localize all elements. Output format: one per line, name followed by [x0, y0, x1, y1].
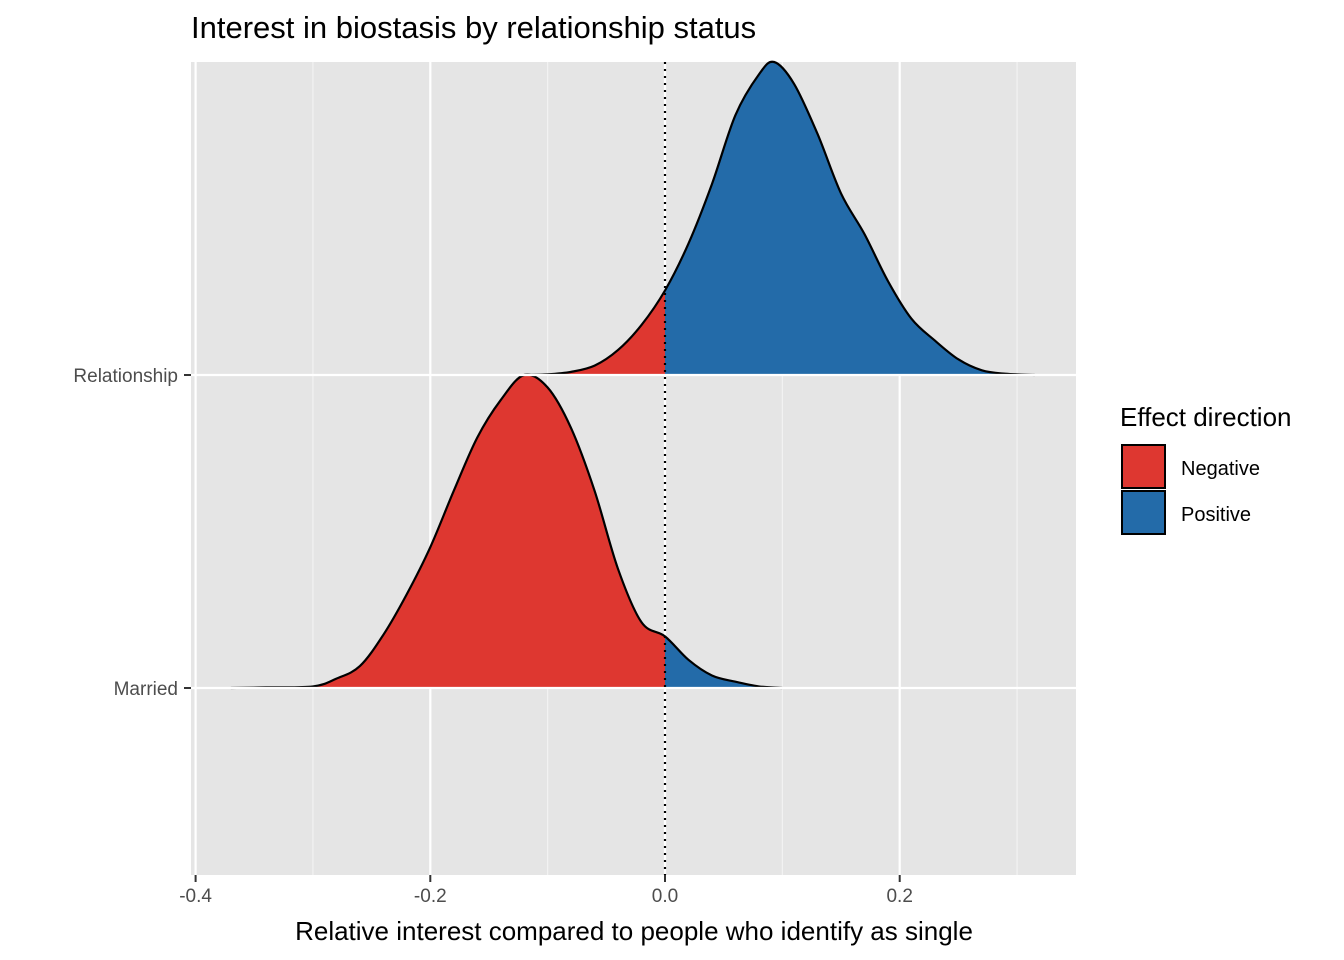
plot-panel	[191, 62, 1076, 875]
y-axis: Married Relationship	[73, 366, 191, 700]
legend: Effect direction Negative Positive	[1120, 402, 1292, 535]
legend-swatch	[1121, 444, 1166, 489]
legend-item-positive: Positive	[1121, 490, 1251, 535]
legend-label: Negative	[1181, 458, 1260, 480]
x-axis: -0.4 -0.2 0.0 0.2	[179, 875, 913, 907]
chart-title: Interest in biostasis by relationship st…	[191, 10, 756, 45]
x-axis-title: Relative interest compared to people who…	[295, 916, 973, 946]
legend-item-negative: Negative	[1121, 444, 1260, 489]
legend-title: Effect direction	[1120, 402, 1292, 432]
panel-background	[191, 62, 1076, 875]
x-tick-label: 0.2	[886, 886, 912, 907]
legend-label: Positive	[1181, 504, 1251, 526]
ridge-outline	[524, 60, 1035, 377]
x-tick-label: 0.0	[652, 886, 678, 907]
legend-swatch	[1121, 490, 1166, 535]
x-tick-label: -0.4	[179, 886, 212, 907]
x-tick-label: -0.2	[414, 886, 447, 907]
y-tick-label: Married	[114, 679, 178, 700]
y-tick-label: Relationship	[73, 366, 178, 387]
